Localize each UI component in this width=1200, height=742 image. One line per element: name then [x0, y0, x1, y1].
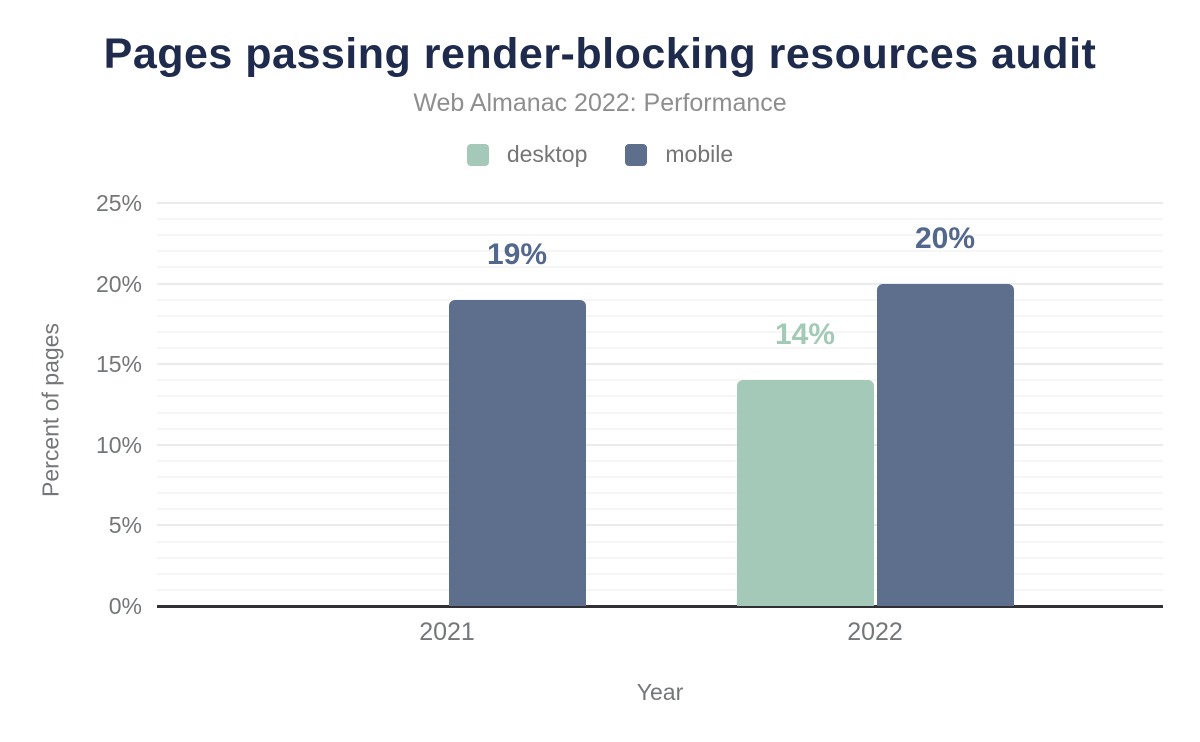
legend: desktop mobile	[0, 141, 1200, 168]
minor-gridline	[157, 411, 1163, 414]
legend-swatch-desktop	[466, 143, 489, 166]
legend-label: mobile	[665, 141, 734, 167]
minor-gridline	[157, 427, 1163, 430]
major-gridline	[157, 202, 1163, 204]
legend-swatch-mobile	[625, 143, 648, 166]
minor-gridline	[157, 492, 1163, 495]
minor-gridline	[157, 347, 1163, 350]
bar-2021-mobile[interactable]	[448, 299, 586, 606]
minor-gridline	[157, 540, 1163, 543]
legend-item-mobile: mobile	[625, 141, 733, 168]
y-tick-label: 5%	[108, 512, 142, 539]
bar-2022-desktop[interactable]	[736, 380, 874, 606]
chart-title: Pages passing render-blocking resources …	[103, 30, 1097, 78]
value-label-2022-desktop: 14%	[774, 318, 836, 352]
minor-gridline	[157, 250, 1163, 253]
minor-gridline	[157, 218, 1163, 221]
legend-item-desktop: desktop	[466, 141, 588, 168]
x-axis-title: Year	[636, 679, 684, 705]
major-gridline	[157, 363, 1163, 366]
minor-gridline	[157, 395, 1163, 398]
minor-gridline	[157, 588, 1163, 591]
y-tick-label: 15%	[95, 351, 142, 378]
plot-area: 0% 5% 10% 15% 20% 25% 19% 2021 14% 20% 2022	[96, 190, 1163, 646]
x-tick-label-2022: 2022	[847, 618, 903, 646]
minor-gridline	[157, 314, 1163, 317]
minor-gridline	[157, 234, 1163, 237]
minor-gridline	[157, 572, 1163, 575]
major-gridline	[157, 443, 1163, 446]
major-gridline	[157, 282, 1163, 285]
bar-2022-mobile[interactable]	[876, 283, 1014, 606]
y-tick-label: 0%	[108, 593, 142, 619]
major-gridline	[157, 524, 1163, 527]
x-axis-line	[157, 605, 1163, 608]
y-axis-title: Percent of pages	[37, 323, 64, 497]
chart-subtitle: Web Almanac 2022: Performance	[413, 89, 787, 117]
x-tick-label-2021: 2021	[419, 618, 475, 646]
minor-gridline	[157, 298, 1163, 301]
minor-gridline	[157, 508, 1163, 511]
legend-label: desktop	[506, 141, 588, 167]
value-label-2021-mobile: 19%	[486, 237, 548, 271]
minor-gridline	[157, 556, 1163, 559]
minor-gridline	[157, 330, 1163, 333]
y-tick-label: 25%	[95, 190, 142, 216]
minor-gridline	[157, 459, 1163, 462]
minor-gridline	[157, 266, 1163, 269]
value-label-2022-mobile: 20%	[914, 221, 976, 255]
y-tick-label: 20%	[95, 270, 142, 297]
y-tick-label: 10%	[95, 431, 142, 458]
minor-gridline	[157, 379, 1163, 382]
minor-gridline	[157, 476, 1163, 479]
